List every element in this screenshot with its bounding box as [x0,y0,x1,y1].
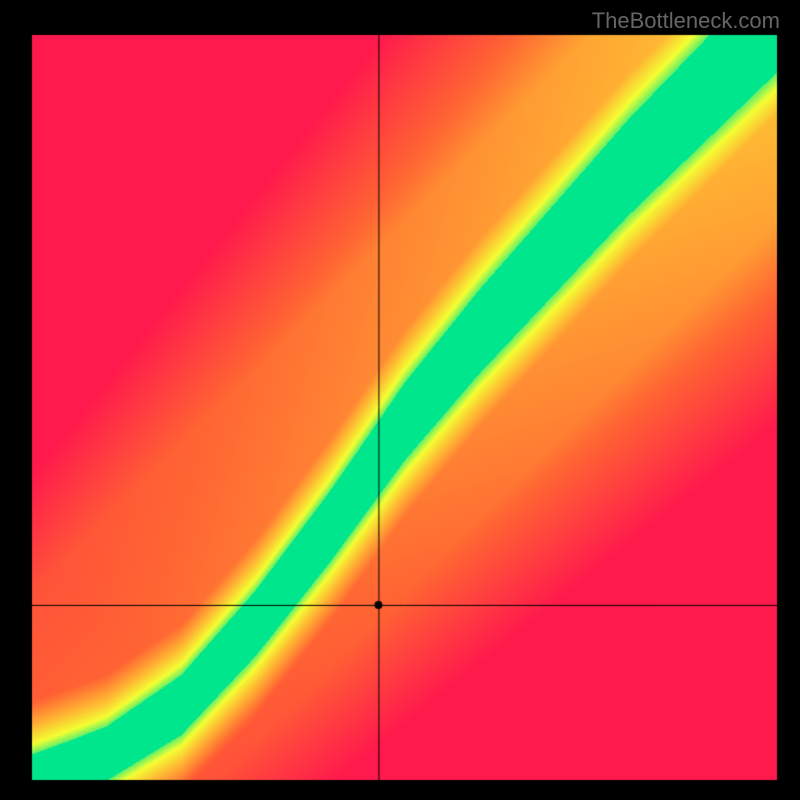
bottleneck-heatmap [0,0,800,800]
watermark-text: TheBottleneck.com [592,8,780,34]
chart-container: TheBottleneck.com [0,0,800,800]
